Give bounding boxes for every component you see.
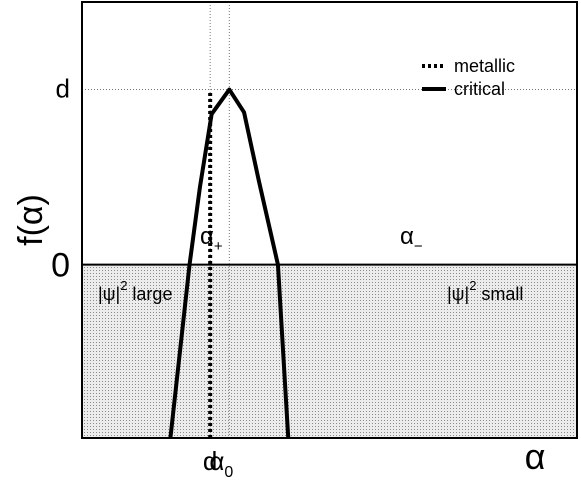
y-tick-label-d: d [56,74,70,104]
y-axis-label: f(α) [12,194,50,246]
y-tick-label-0: 0 [51,247,70,285]
x-tick-label-0: d [203,446,217,476]
series-critical [168,87,291,439]
x-axis-label: α [525,436,546,477]
negative-region-shading [82,264,577,438]
alpha-plus-label: α+ [200,223,223,255]
legend-label-critical: critical [454,79,505,99]
x-tick-label-1: α0 [209,446,233,481]
alpha-minus-label: α− [400,223,423,255]
legend-label-metallic: metallic [454,56,515,76]
psi-small-label: |ψ|2 small [447,278,523,304]
legend: metallic critical [422,56,515,99]
plot-frame [81,1,578,439]
psi-large-label: |ψ|2 large [98,278,172,304]
